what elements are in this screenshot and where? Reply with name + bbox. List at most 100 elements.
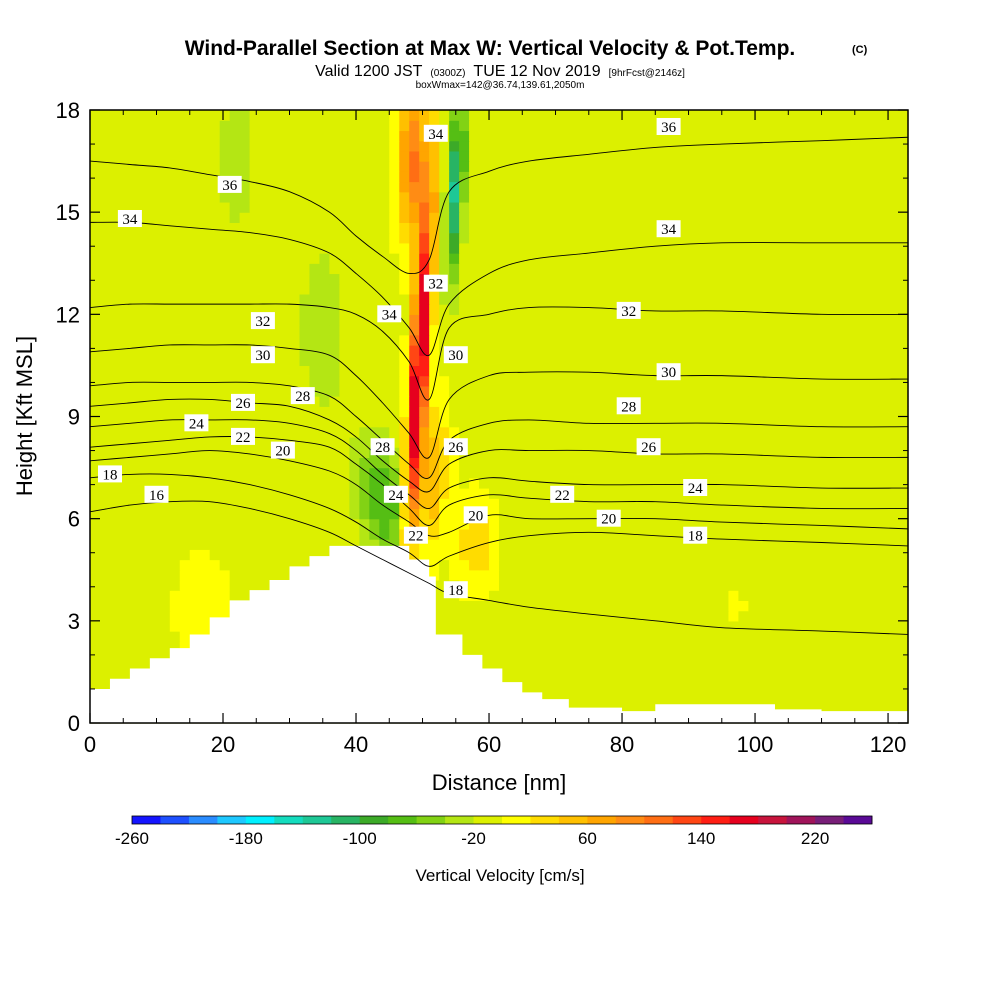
velocity-cell — [728, 651, 740, 663]
velocity-cell — [339, 324, 350, 336]
terrain-mask — [90, 545, 908, 723]
velocity-cell — [289, 212, 301, 223]
velocity-cell — [90, 130, 101, 142]
velocity-cell — [888, 702, 899, 714]
velocity-cell — [459, 365, 470, 377]
velocity-cell — [159, 631, 171, 642]
velocity-cell — [548, 457, 560, 469]
velocity-cell — [568, 253, 580, 264]
velocity-cell — [688, 304, 700, 315]
velocity-cell — [449, 375, 460, 387]
velocity-cell — [319, 304, 331, 315]
velocity-cell — [858, 610, 869, 622]
velocity-cell — [718, 314, 730, 326]
velocity-cell — [658, 304, 670, 315]
velocity-cell — [788, 620, 799, 632]
velocity-cell — [838, 600, 849, 612]
contour-label-box — [184, 414, 209, 432]
velocity-cell — [608, 304, 620, 315]
velocity-cell — [399, 201, 410, 213]
velocity-cell — [329, 120, 340, 132]
velocity-cell — [389, 334, 400, 346]
velocity-cell — [279, 334, 291, 346]
velocity-cell — [818, 436, 829, 448]
velocity-cell — [149, 212, 161, 223]
velocity-cell — [489, 661, 500, 673]
velocity-cell — [768, 242, 779, 254]
velocity-cell — [868, 477, 879, 489]
velocity-cell — [289, 314, 301, 326]
velocity-cell — [389, 283, 400, 295]
velocity-cell — [798, 324, 809, 336]
velocity-cell — [548, 212, 560, 223]
velocity-cell — [169, 385, 181, 397]
velocity-cell — [499, 130, 510, 142]
velocity-cell — [419, 304, 430, 315]
velocity-cell — [768, 283, 779, 295]
velocity-cell — [688, 457, 700, 469]
velocity-cell — [149, 426, 161, 438]
velocity-cell — [848, 375, 859, 387]
velocity-cell — [109, 201, 121, 213]
velocity-cell — [828, 140, 839, 152]
velocity-cell — [788, 559, 799, 571]
velocity-cell — [279, 253, 291, 264]
velocity-cell — [778, 293, 789, 305]
velocity-cell — [668, 651, 680, 663]
velocity-cell — [90, 671, 101, 683]
velocity-cell — [768, 488, 779, 499]
velocity-cell — [588, 682, 600, 693]
velocity-cell — [758, 559, 769, 571]
velocity-cell — [399, 467, 410, 479]
velocity-cell — [359, 181, 370, 193]
velocity-cell — [279, 457, 291, 469]
velocity-cell — [449, 161, 460, 172]
velocity-cell — [249, 467, 261, 479]
velocity-cell — [299, 161, 311, 172]
velocity-cell — [788, 528, 799, 540]
velocity-cell — [189, 344, 201, 356]
velocity-cell — [648, 590, 660, 601]
velocity-cell — [359, 355, 370, 367]
velocity-cell — [119, 549, 131, 561]
velocity-cell — [379, 334, 390, 346]
velocity-cell — [309, 539, 321, 550]
velocity-cell — [309, 467, 321, 479]
velocity-cell — [598, 191, 610, 203]
velocity-cell — [449, 293, 460, 305]
velocity-cell — [189, 406, 201, 418]
velocity-cell — [369, 181, 380, 193]
velocity-cell — [139, 334, 151, 346]
velocity-cell — [558, 181, 570, 193]
velocity-cell — [499, 232, 510, 244]
velocity-cell — [548, 600, 560, 612]
velocity-cell — [199, 559, 211, 571]
velocity-cell — [848, 283, 859, 295]
velocity-cell — [708, 457, 720, 469]
velocity-cell — [209, 181, 221, 193]
velocity-cell — [628, 549, 640, 561]
velocity-cell — [538, 324, 550, 336]
velocity-cell — [548, 355, 560, 367]
velocity-cell — [518, 365, 530, 377]
velocity-cell — [868, 304, 879, 315]
velocity-cell — [199, 375, 211, 387]
velocity-cell — [299, 263, 311, 275]
velocity-cell — [878, 150, 889, 162]
velocity-cell — [588, 150, 600, 162]
velocity-cell — [558, 304, 570, 315]
velocity-cell — [618, 610, 630, 622]
velocity-cell — [608, 447, 620, 458]
velocity-cell — [489, 539, 500, 550]
velocity-cell — [479, 539, 490, 550]
velocity-cell — [269, 528, 281, 540]
velocity-cell — [888, 549, 899, 561]
velocity-cell — [798, 283, 809, 295]
velocity-cell — [768, 304, 779, 315]
velocity-cell — [399, 212, 410, 223]
velocity-cell — [838, 702, 849, 714]
velocity-cell — [638, 651, 650, 663]
velocity-cell — [658, 201, 670, 213]
velocity-cell — [868, 661, 879, 673]
velocity-cell — [99, 396, 111, 407]
